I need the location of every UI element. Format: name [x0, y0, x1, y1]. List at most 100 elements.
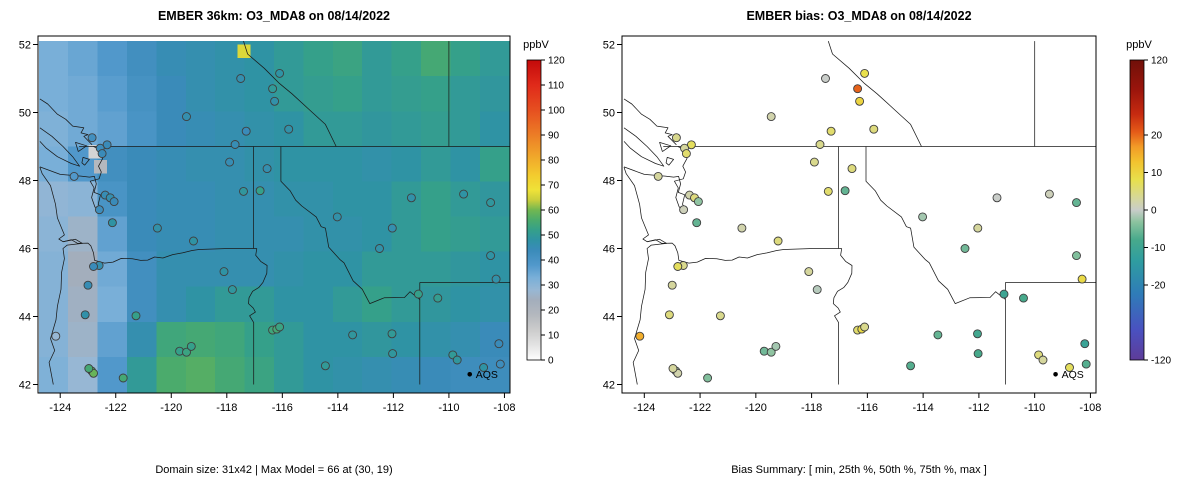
x-tick-label: -122 [689, 402, 711, 414]
heatmap-cell [391, 251, 422, 288]
heatmap-cell [215, 321, 246, 358]
heatmap-cell [68, 76, 99, 112]
heatmap-cell [38, 181, 69, 217]
station-point [815, 140, 825, 149]
y-tick-label: 42 [603, 379, 615, 391]
station-point [459, 189, 469, 199]
heatmap-cell [185, 146, 216, 182]
heatmap-cell [274, 356, 304, 393]
heatmap-cell [479, 181, 510, 217]
x-tick-label: -110 [1024, 402, 1045, 414]
station-points [51, 68, 505, 383]
x-tick-label: -108 [493, 402, 515, 414]
right-caption-line1: Bias Summary: [ min, 25th %, 50th %, 75t… [731, 464, 987, 476]
heatmap-cell [68, 321, 99, 358]
heatmap-cell [303, 181, 334, 217]
heatmap-cell [97, 41, 128, 77]
station-point [715, 311, 725, 321]
x-tick-label: -116 [857, 402, 878, 414]
boundary-line [81, 157, 90, 166]
station-point [860, 322, 870, 332]
aqs-legend-label: AQS [476, 369, 498, 381]
station-point [241, 126, 251, 136]
x-tick-label: -122 [105, 402, 127, 414]
heatmap-cell [127, 41, 157, 77]
heatmap-cell [97, 321, 128, 358]
y-tick-label: 44 [603, 311, 615, 323]
heatmap-cell [274, 146, 304, 182]
heatmap-cell [479, 41, 510, 77]
heatmap-cell [185, 356, 216, 393]
station-point [812, 285, 822, 295]
boundary-line [39, 98, 93, 146]
heatmap-cell [332, 76, 363, 112]
heatmap-cell [38, 41, 69, 77]
heatmap-cell [332, 216, 363, 253]
max-model-cell [237, 44, 251, 59]
station-point [686, 140, 696, 150]
heatmap-cell [215, 216, 246, 253]
heatmap-cell [127, 251, 157, 288]
heatmap-cell [391, 146, 422, 182]
aqs-legend: AQS [1053, 369, 1084, 381]
right-captions: Bias Summary: [ min, 25th %, 50th %, 75t… [602, 433, 1116, 479]
boundary-line [280, 146, 421, 304]
heatmap-cell [303, 41, 334, 77]
station-point [495, 359, 505, 369]
heatmap-cell [244, 356, 275, 393]
aqs-legend-dot [467, 372, 473, 377]
station-point [860, 68, 870, 78]
bias-map-panel: AQS -124 -122 -120 -118 -116 -114 -112 -110 -108 4… [600, 0, 1200, 479]
heatmap-cell [215, 111, 246, 147]
station-point [275, 68, 285, 78]
heatmap-cell [303, 286, 334, 323]
heatmap-cell [38, 76, 69, 112]
station-point [1044, 189, 1054, 199]
boundary-line [623, 98, 677, 146]
heatmap-cell [420, 286, 451, 323]
station-point [664, 310, 674, 320]
heatmap-cell [38, 356, 69, 393]
station-point [182, 112, 191, 122]
heatmap-cell [479, 76, 510, 112]
state-outlines [623, 40, 1096, 385]
right-plot-title: EMBER bias: O3_MDA8 on 08/14/2022 [746, 9, 972, 23]
colorbar-tick-label: 30 [548, 281, 560, 292]
heatmap-cell [303, 251, 334, 288]
x-tick-label: -118 [801, 402, 822, 414]
y-axis: 42 44 46 48 50 52 [19, 39, 38, 391]
heatmap-cell [303, 111, 334, 147]
station-point [773, 236, 783, 246]
heatmap-cell [215, 251, 246, 288]
heatmap-cell [185, 286, 216, 323]
station-point [653, 171, 663, 181]
station-point [933, 330, 943, 340]
station-point [973, 223, 983, 233]
heatmap-cell [420, 111, 451, 147]
colorbar-unit-label: ppbV [523, 39, 549, 51]
station-point [51, 331, 61, 341]
station-point [635, 331, 645, 341]
station-point [284, 124, 294, 134]
station-point [1081, 359, 1091, 369]
station-point [668, 364, 678, 373]
heatmap-cell [185, 216, 216, 253]
heatmap-cell [156, 286, 187, 323]
heatmap-cell [362, 321, 392, 358]
x-tick-label: -114 [913, 402, 934, 414]
station-point [275, 322, 285, 332]
heatmap-cell [303, 356, 334, 393]
y-tick-label: 46 [19, 243, 31, 255]
station-point [821, 74, 830, 83]
heatmap-cell [97, 251, 128, 288]
model-map-panel: AQS -124 -122 -120 -118 -116 -114 -112 -110 -108 4… [19, 9, 565, 476]
heatmap-cell [156, 146, 187, 182]
boundary-line [665, 157, 674, 166]
heatmap-cell [420, 321, 451, 358]
station-point [413, 289, 423, 299]
heatmap-cell [156, 251, 187, 288]
station-point [118, 373, 128, 383]
colorbar-unit-label: ppbV [1126, 39, 1152, 51]
station-point [225, 157, 235, 167]
station-point [703, 373, 713, 383]
